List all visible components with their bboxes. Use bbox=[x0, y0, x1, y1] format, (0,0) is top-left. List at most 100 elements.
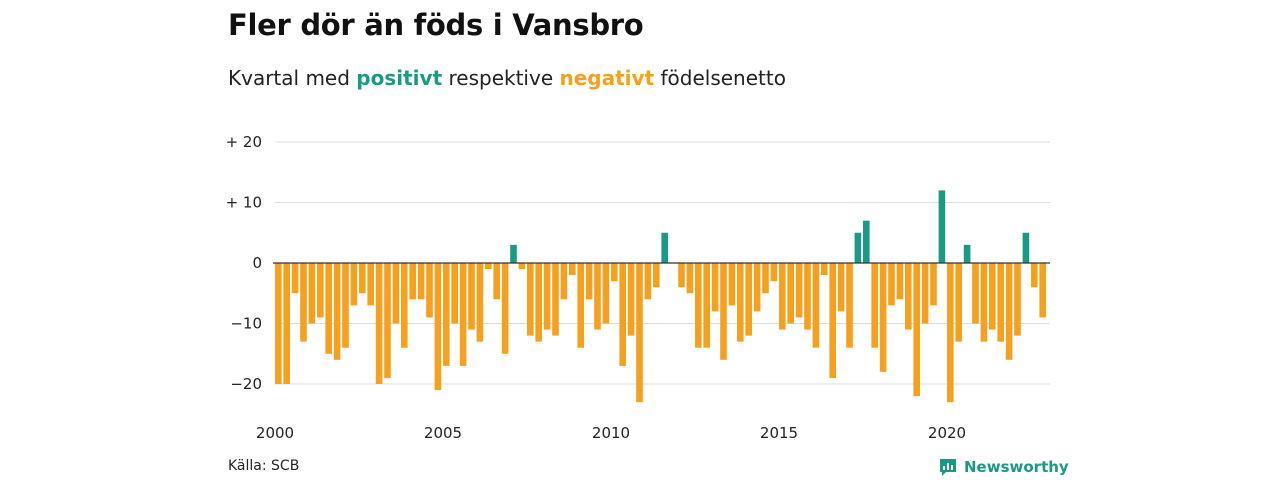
bar bbox=[451, 263, 458, 324]
bar bbox=[325, 263, 332, 354]
bar bbox=[552, 263, 559, 336]
bar bbox=[720, 263, 727, 360]
x-tick-label: 2005 bbox=[424, 424, 462, 442]
bar bbox=[384, 263, 391, 378]
bar bbox=[871, 263, 878, 348]
y-tick-label: −10 bbox=[230, 315, 262, 333]
bar bbox=[812, 263, 820, 348]
y-tick-label: −20 bbox=[230, 375, 262, 393]
bar bbox=[443, 263, 450, 366]
bar bbox=[275, 263, 282, 384]
bar bbox=[1022, 232, 1030, 263]
y-tick-label: 0 bbox=[252, 254, 262, 272]
bar bbox=[476, 263, 484, 342]
bar bbox=[787, 263, 794, 324]
bar bbox=[997, 263, 1004, 342]
bar bbox=[955, 263, 962, 342]
bar bbox=[921, 263, 929, 324]
bar bbox=[510, 244, 517, 263]
bar bbox=[1014, 263, 1021, 336]
bar bbox=[611, 263, 618, 282]
x-tick-label: 2000 bbox=[256, 424, 294, 442]
bar bbox=[569, 263, 576, 276]
bar bbox=[594, 263, 601, 330]
subtitle-prefix: Kvartal med bbox=[228, 66, 350, 90]
bar bbox=[678, 263, 685, 288]
bar bbox=[888, 263, 895, 306]
bar bbox=[468, 263, 475, 330]
bar bbox=[695, 263, 702, 348]
bar bbox=[846, 263, 853, 348]
bar bbox=[737, 263, 744, 342]
bar bbox=[459, 263, 467, 366]
chart-title: Fler dör än föds i Vansbro bbox=[228, 8, 644, 42]
bar bbox=[560, 263, 568, 300]
bar bbox=[434, 263, 442, 391]
bar bbox=[913, 263, 920, 397]
bar bbox=[703, 263, 710, 348]
bar bbox=[686, 263, 694, 294]
bar bbox=[619, 263, 626, 366]
bar bbox=[762, 263, 769, 294]
bar bbox=[485, 263, 492, 270]
bar bbox=[905, 263, 912, 330]
bar bbox=[930, 263, 937, 306]
bar bbox=[342, 263, 349, 348]
bar bbox=[947, 263, 954, 403]
bar bbox=[989, 263, 996, 330]
bar bbox=[417, 263, 425, 300]
bar bbox=[535, 263, 542, 342]
bar bbox=[300, 263, 307, 342]
bar bbox=[283, 263, 290, 384]
bar bbox=[1005, 263, 1013, 360]
bar bbox=[527, 263, 534, 336]
bar bbox=[585, 263, 593, 300]
y-tick-label: + 20 bbox=[226, 133, 262, 151]
x-tick-label: 2020 bbox=[928, 424, 966, 442]
bar bbox=[963, 244, 971, 263]
bar bbox=[1031, 263, 1038, 288]
bar bbox=[795, 263, 803, 318]
y-tick-label: + 10 bbox=[226, 194, 262, 212]
bar bbox=[854, 232, 862, 263]
newsworthy-logo: Newsworthy bbox=[938, 456, 1069, 478]
subtitle-positive: positivt bbox=[356, 66, 443, 90]
bar bbox=[636, 263, 643, 403]
newsworthy-chart-bubble-icon bbox=[940, 459, 956, 476]
bar bbox=[745, 263, 752, 336]
bar bbox=[653, 263, 660, 288]
bar bbox=[367, 263, 374, 306]
bar bbox=[308, 263, 316, 324]
source-note: Källa: SCB bbox=[228, 458, 300, 474]
bar bbox=[661, 232, 668, 263]
bar bbox=[493, 263, 500, 300]
bar bbox=[728, 263, 736, 306]
bar bbox=[753, 263, 761, 312]
bar bbox=[829, 263, 836, 378]
bar bbox=[770, 263, 778, 282]
x-tick-label: 2015 bbox=[760, 424, 798, 442]
bar bbox=[317, 263, 324, 318]
bar bbox=[359, 263, 366, 294]
bar bbox=[879, 263, 887, 372]
bar bbox=[779, 263, 786, 330]
x-tick-label: 2010 bbox=[592, 424, 630, 442]
bar bbox=[501, 263, 509, 354]
bar bbox=[863, 220, 870, 263]
bar bbox=[627, 263, 635, 336]
subtitle-middle: respektive bbox=[448, 66, 554, 90]
bar bbox=[409, 263, 416, 300]
bar bbox=[401, 263, 408, 348]
bar bbox=[972, 263, 979, 324]
bar bbox=[938, 190, 946, 263]
bar bbox=[711, 263, 719, 312]
bar bbox=[837, 263, 845, 312]
bar bbox=[1039, 263, 1046, 318]
bar bbox=[577, 263, 584, 348]
bar bbox=[518, 263, 526, 270]
bar bbox=[896, 263, 904, 300]
chart-subtitle: Kvartal med positivt respektive negativt… bbox=[228, 66, 786, 90]
bar bbox=[980, 263, 988, 342]
logo-text: Newsworthy bbox=[964, 458, 1069, 476]
